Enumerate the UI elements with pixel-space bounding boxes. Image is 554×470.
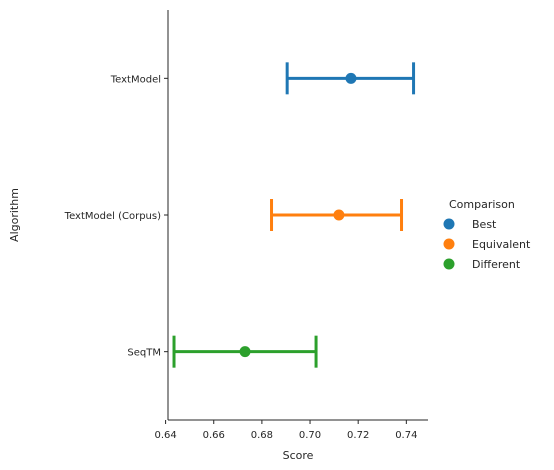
- legend-title: Comparison: [449, 198, 515, 211]
- legend-entry: Equivalent: [443, 238, 531, 251]
- x-tick-label: 0.74: [395, 430, 417, 441]
- point-best: [285, 62, 416, 95]
- x-ticks: 0.64 0.66 0.68 0.70 0.72 0.74: [154, 420, 417, 441]
- y-axis-title: Algorithm: [8, 188, 21, 242]
- legend-entry: Different: [443, 258, 521, 271]
- legend-label: Equivalent: [472, 238, 531, 251]
- point-equivalent: [270, 199, 404, 231]
- point-marker: [345, 72, 357, 84]
- x-axis-title: Score: [283, 449, 314, 462]
- data-marks: [172, 62, 416, 368]
- x-tick-label: 0.68: [251, 430, 273, 441]
- point-different: [172, 335, 318, 368]
- legend-marker: [443, 218, 455, 230]
- x-tick-label: 0.70: [299, 430, 321, 441]
- point-marker: [239, 346, 251, 358]
- x-tick-label: 0.64: [154, 430, 176, 441]
- y-tick-label: TextModel (Corpus): [64, 211, 161, 222]
- point-marker: [333, 209, 345, 221]
- y-ticks: TextModel TextModel (Corpus) SeqTM: [64, 74, 168, 359]
- legend-label: Different: [472, 258, 521, 271]
- legend-label: Best: [472, 218, 497, 231]
- y-tick-label: TextModel: [110, 74, 161, 85]
- legend-marker: [443, 258, 455, 270]
- x-tick-label: 0.72: [347, 430, 369, 441]
- x-tick-label: 0.66: [203, 430, 225, 441]
- legend-marker: [443, 238, 455, 250]
- legend-entry: Best: [443, 218, 497, 231]
- y-tick-label: SeqTM: [127, 348, 161, 359]
- legend: Comparison Best Equivalent Different: [443, 198, 531, 271]
